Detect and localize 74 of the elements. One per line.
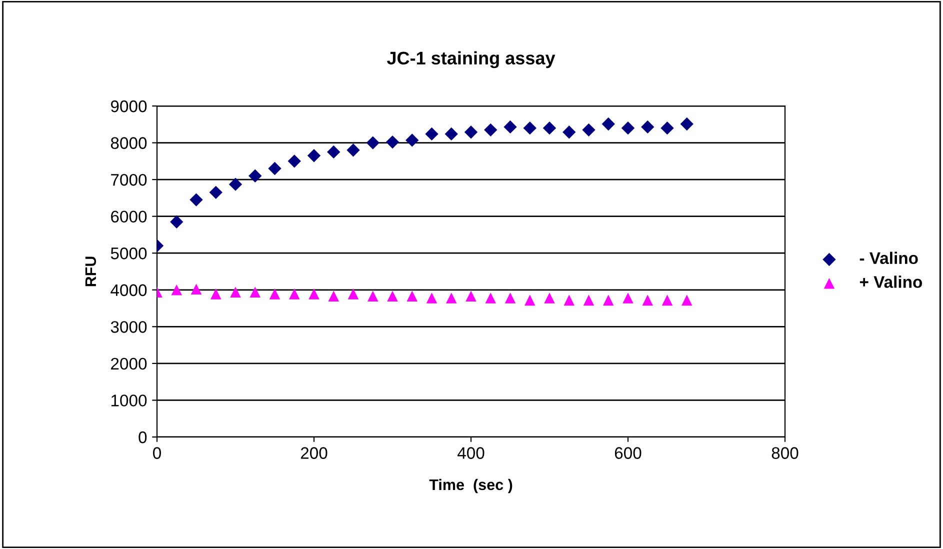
point (190, 193, 203, 206)
point (307, 149, 321, 162)
point (446, 292, 457, 304)
point (485, 292, 496, 304)
point (583, 294, 594, 306)
point (426, 292, 438, 304)
point (425, 127, 438, 141)
point (602, 294, 614, 306)
point (662, 294, 673, 306)
point (230, 286, 241, 298)
x-tick-label: 200 (300, 447, 328, 459)
y-tick-label: 2000 (111, 358, 147, 370)
point (366, 136, 380, 150)
point (248, 169, 262, 182)
point (367, 290, 378, 302)
point (680, 117, 694, 131)
point (209, 186, 222, 200)
y-tick-label: 5000 (110, 248, 147, 260)
y-tick-label: 0 (138, 431, 147, 444)
point (171, 284, 182, 296)
point (387, 290, 398, 302)
point (582, 123, 596, 136)
x-tick-label: 800 (772, 447, 798, 459)
point (228, 178, 242, 191)
x-tick-label: 400 (457, 447, 484, 459)
point (288, 154, 301, 168)
point (681, 294, 692, 306)
point (544, 292, 555, 304)
y-tick-label: 7000 (111, 174, 147, 186)
x-tick-label: 600 (614, 447, 642, 459)
point (621, 121, 635, 135)
point (288, 288, 300, 300)
point (602, 117, 615, 131)
legend-label: + Valino (860, 276, 922, 288)
y-axis-title: RFU (85, 256, 96, 286)
point (562, 126, 576, 139)
point (406, 290, 418, 302)
point (269, 288, 280, 300)
x-axis-title: Time (sec ) (429, 478, 512, 494)
x-tick-label: 0 (153, 447, 161, 459)
point (523, 121, 536, 135)
point (660, 121, 674, 135)
point (346, 144, 360, 157)
point (190, 284, 202, 295)
y-tick-label: 8000 (110, 137, 147, 149)
y-tick-label: 4000 (110, 284, 147, 296)
point (308, 288, 320, 300)
y-tick-label: 9000 (110, 100, 147, 112)
point (622, 292, 634, 304)
point (484, 123, 498, 136)
point (524, 294, 536, 306)
point (268, 162, 282, 176)
point (641, 120, 654, 134)
point (170, 215, 184, 228)
point (564, 294, 575, 306)
point (444, 127, 458, 141)
point (327, 145, 340, 159)
point (406, 134, 419, 147)
point (504, 292, 516, 304)
point (386, 135, 400, 149)
point (348, 288, 359, 300)
point (504, 120, 517, 134)
point (250, 286, 261, 298)
y-tick-label: 6000 (111, 210, 147, 223)
point (542, 121, 556, 135)
point (210, 288, 222, 300)
chart-title: JC-1 staining assay (386, 51, 556, 68)
legend-label: - Valino (860, 252, 918, 264)
point (328, 290, 340, 302)
y-tick-label: 3000 (110, 321, 147, 333)
point (642, 294, 654, 306)
point (466, 290, 476, 302)
y-tick-label: 1000 (111, 394, 147, 406)
point (464, 126, 478, 139)
